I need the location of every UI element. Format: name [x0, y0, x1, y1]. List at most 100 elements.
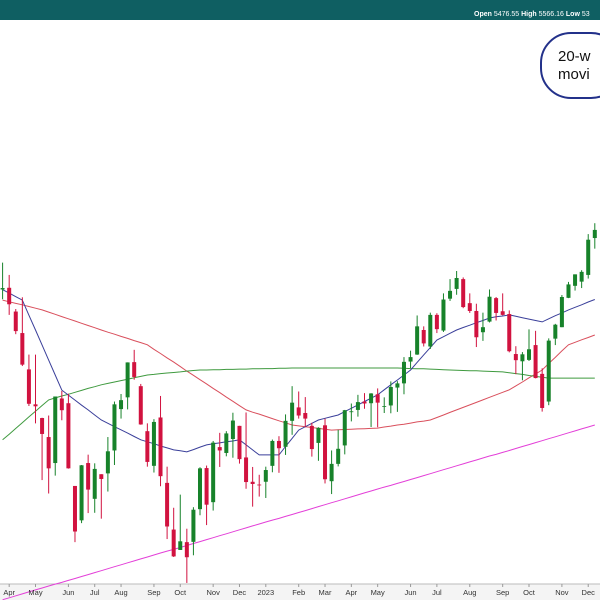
candle-body — [474, 310, 479, 338]
candle-body — [217, 447, 222, 451]
candle-body — [316, 427, 321, 443]
candle-body — [309, 425, 314, 450]
candle-body — [59, 398, 64, 411]
candle-body — [92, 468, 97, 499]
plot-area — [0, 223, 597, 600]
annotation-bubble — [540, 32, 600, 99]
candle-body — [355, 402, 360, 410]
candle-body — [198, 468, 202, 510]
candle-body — [296, 407, 301, 416]
candle-body — [138, 386, 143, 425]
candle-body — [349, 411, 354, 413]
candle-body — [579, 271, 584, 282]
candle-body — [467, 303, 472, 311]
candle-body — [500, 311, 505, 315]
x-tick-label: Apr — [346, 588, 358, 597]
candle-body — [395, 383, 400, 388]
candle-body — [290, 402, 295, 421]
high-label: High — [521, 11, 537, 18]
candle-body — [480, 327, 485, 333]
candle-body — [263, 470, 268, 482]
candle-body — [527, 349, 531, 360]
candle-body — [388, 387, 393, 406]
open-value: 5476.55 — [494, 11, 519, 18]
candle-body — [66, 403, 71, 469]
candle-body — [408, 357, 413, 362]
candle-body — [401, 361, 406, 384]
x-tick-label: May — [28, 588, 42, 597]
x-tick-label: Dec — [233, 588, 247, 597]
candle-body — [105, 451, 110, 474]
candle-body — [303, 413, 308, 419]
x-tick-label: Feb — [292, 588, 305, 597]
candle-body — [244, 457, 249, 483]
x-tick-label: Dec — [582, 588, 596, 597]
candle-body — [336, 448, 341, 464]
candle-body — [86, 463, 91, 490]
candle-body — [573, 274, 578, 286]
candle-body — [559, 297, 564, 328]
candle-body — [119, 400, 124, 410]
x-tick-label: Sep — [496, 588, 509, 597]
candle-body — [158, 417, 163, 477]
candle-body — [270, 440, 275, 466]
candle-body — [33, 404, 38, 407]
candle-body — [99, 474, 104, 479]
candle-body — [224, 433, 229, 453]
x-tick-label: 2023 — [257, 588, 274, 597]
candle-body — [132, 362, 137, 377]
candle-body — [362, 401, 367, 404]
candle-body — [382, 406, 387, 407]
candle-body — [53, 396, 58, 464]
candle-body — [375, 394, 380, 403]
candle-body — [0, 288, 5, 290]
candle-body — [250, 481, 255, 484]
x-tick-label: Nov — [555, 588, 569, 597]
candle-body — [230, 420, 235, 439]
candle-body — [7, 287, 12, 305]
candle-body — [145, 431, 150, 462]
header-bar — [0, 0, 600, 20]
candle-body — [540, 373, 545, 408]
x-tick-label: Jun — [62, 588, 74, 597]
x-tick-label: Mar — [319, 588, 332, 597]
candle-body — [171, 529, 176, 557]
annotation-line: movi — [558, 66, 590, 83]
low-value: 53 — [582, 11, 590, 18]
candle-body — [342, 410, 347, 446]
candle-body — [428, 314, 433, 347]
candle-body — [441, 299, 446, 331]
candle-body — [415, 326, 420, 355]
open-label: Open — [474, 11, 492, 18]
candle-body — [112, 404, 117, 451]
header-quote: Open 5476.55 High 5566.16 Low 53 — [474, 11, 590, 18]
x-tick-label: Nov — [206, 588, 220, 597]
candle-body — [513, 354, 518, 361]
candle-body — [184, 542, 189, 558]
x-tick-label: May — [371, 588, 385, 597]
x-tick-label: Aug — [463, 588, 476, 597]
low-label: Low — [566, 11, 581, 18]
x-tick-label: Apr — [3, 588, 15, 597]
x-tick-label: Oct — [174, 588, 187, 597]
x-tick-label: Jun — [405, 588, 417, 597]
candle-body — [283, 420, 288, 447]
candle-body — [79, 465, 84, 521]
candle-body — [553, 324, 558, 339]
candle-body — [520, 354, 525, 362]
candle-body — [13, 311, 18, 332]
moving-average-line — [2, 424, 595, 600]
high-value: 5566.16 — [539, 11, 564, 18]
candle-body — [494, 298, 499, 313]
x-tick-label: Oct — [523, 588, 536, 597]
candle-body — [434, 314, 439, 330]
candle-body — [151, 421, 156, 466]
annotation-line: 20-w — [558, 48, 591, 65]
candle-body — [566, 284, 571, 298]
candle-body — [546, 340, 551, 402]
candle-body — [20, 333, 25, 365]
x-tick-label: Jul — [432, 588, 442, 597]
candle-body — [448, 290, 453, 299]
candle-body — [40, 418, 45, 434]
